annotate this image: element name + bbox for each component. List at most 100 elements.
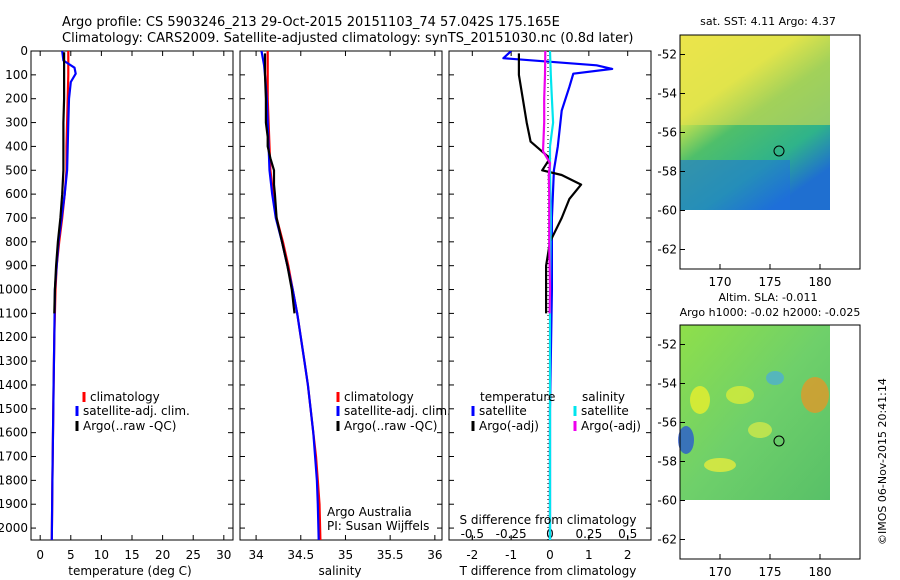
series-line	[502, 51, 614, 540]
x-tick-label: 36	[427, 548, 442, 562]
x-tick-label: 1	[585, 548, 593, 562]
y-tick-label: 1800	[0, 473, 28, 487]
y-tick-label: 400	[5, 139, 28, 153]
figure-title-line2: Climatology: CARS2009. Satellite-adjuste…	[62, 31, 634, 46]
y-tick-label: 2000	[0, 521, 28, 535]
sla-field	[680, 325, 830, 500]
y-tick-label: 100	[5, 68, 28, 82]
imos-credit: ©IMOS 06-Nov-2015 20:41:14	[876, 378, 889, 545]
sla-eddy-high	[704, 458, 736, 472]
legend-header-temperature: temperature	[480, 390, 555, 404]
x-tick-label-s: -0.5	[461, 527, 484, 541]
y-tick-label: 1600	[0, 426, 28, 440]
map-x-tick-label: 170	[709, 275, 732, 289]
sla-eddy-high	[748, 422, 772, 438]
x-tick-label: -2	[466, 548, 478, 562]
legend-label-argo: Argo(..raw -QC)	[344, 419, 437, 433]
y-tick-label: 600	[5, 187, 28, 201]
x-tick-label: 35.5	[377, 548, 404, 562]
x-tick-label: 0	[36, 548, 44, 562]
y-tick-label: 800	[5, 235, 28, 249]
legend-label-satellite: satellite-adj. clim.	[344, 404, 451, 418]
salinity-axes-frame	[239, 50, 443, 541]
map-y-tick-label: -56	[657, 416, 677, 430]
y-tick-label: 700	[5, 211, 28, 225]
map-x-tick-label: 175	[759, 275, 782, 289]
figure-title-line1: Argo profile: CS 5903246_213 29-Oct-2015…	[62, 15, 560, 30]
legend-label-argo: Argo(..raw -QC)	[83, 419, 176, 433]
x-tick-label: 20	[155, 548, 170, 562]
y-tick-label: 500	[5, 163, 28, 177]
map-y-tick-label: -60	[657, 204, 677, 218]
x-tick-label: 30	[216, 548, 231, 562]
map-y-tick-label: -58	[657, 455, 677, 469]
legend-label-sal-satellite: satellite	[581, 404, 629, 418]
sst-warm-region	[680, 35, 830, 125]
difference-panel: -2 -1 0 1 2-0.5 -0.25 0 0.25 0.5 temperature sal…	[448, 50, 652, 578]
legend-label-sal-argo: Argo(-adj)	[581, 419, 641, 433]
y-tick-label: 1900	[0, 497, 28, 511]
map-x-tick-label: 170	[709, 565, 732, 579]
y-tick-label: 1700	[0, 450, 28, 464]
difference-xlabel-top: S difference from climatology	[460, 513, 637, 527]
map-y-tick-label: -54	[657, 377, 677, 391]
x-tick-label: -1	[505, 548, 517, 562]
x-tick-label: 10	[94, 548, 109, 562]
series-line	[50, 51, 77, 540]
y-tick-label: 200	[5, 92, 28, 106]
x-tick-label-s: -0.25	[496, 527, 527, 541]
temperature-legend: climatology satellite-adj. clim. Argo(..…	[75, 390, 190, 433]
y-tick-label: 1200	[0, 330, 28, 344]
x-tick-label: 0	[546, 548, 554, 562]
x-tick-label: 5	[67, 548, 75, 562]
map-y-tick-label: -56	[657, 126, 677, 140]
sst-map-title: sat. SST: 4.11 Argo: 4.37	[700, 15, 836, 28]
sst-profile-marker	[773, 145, 785, 157]
y-tick-label: 1300	[0, 354, 28, 368]
x-tick-label-s: 0.25	[575, 527, 602, 541]
y-tick-label: 300	[5, 116, 28, 130]
map-y-tick-label: -60	[657, 494, 677, 508]
y-tick-label: 1400	[0, 378, 28, 392]
difference-legend: temperature salinity satellite Argo(-adj…	[471, 390, 641, 433]
map-y-tick-label: -52	[657, 48, 677, 62]
map-y-tick-label: -62	[657, 533, 677, 547]
sla-profile-marker	[773, 435, 785, 447]
map-y-tick-label: -54	[657, 87, 677, 101]
series-line	[263, 53, 296, 314]
salinity-annotation-pi: PI: Susan Wijffels	[327, 519, 429, 533]
y-tick-label: 900	[5, 259, 28, 273]
legend-label-climatology: climatology	[344, 390, 414, 404]
x-tick-label: 34	[248, 548, 263, 562]
legend-label-temp-satellite: satellite	[479, 404, 527, 418]
temperature-xlabel: temperature (deg C)	[68, 564, 191, 578]
x-tick-label: 15	[124, 548, 139, 562]
y-tick-label: 1500	[0, 402, 28, 416]
x-tick-label-s: 0.5	[618, 527, 637, 541]
salinity-legend: climatology satellite-adj. clim. Argo(..…	[336, 390, 451, 433]
legend-header-salinity: salinity	[582, 390, 625, 404]
sla-map-subtitle: Argo h1000: -0.02 h2000: -0.025	[680, 306, 861, 319]
series-line	[517, 53, 583, 314]
temperature-axes-frame	[30, 50, 234, 541]
salinity-panel: 34 34.5 35 35.5 36 climatology satellite-adj…	[239, 50, 451, 578]
salinity-annotation-org: Argo Australia	[327, 505, 412, 519]
legend-label-climatology: climatology	[90, 390, 160, 404]
sla-eddy-low	[766, 371, 784, 385]
map-x-tick-label: 180	[809, 565, 832, 579]
y-tick-label: 1000	[0, 283, 28, 297]
map-y-tick-label: -52	[657, 338, 677, 352]
series-line	[541, 51, 552, 314]
x-tick-label: 2	[624, 548, 632, 562]
sla-map: Altim. SLA: -0.011 Argo h1000: -0.02 h20…	[657, 291, 861, 579]
sla-map-title: Altim. SLA: -0.011	[718, 291, 817, 304]
y-tick-label: 0	[20, 44, 28, 58]
difference-xlabel: T difference from climatology	[459, 564, 637, 578]
map-y-tick-label: -62	[657, 243, 677, 257]
map-y-tick-label: -58	[657, 165, 677, 179]
sla-eddy-high	[726, 386, 754, 404]
sla-eddies	[678, 371, 829, 472]
map-x-tick-label: 180	[809, 275, 832, 289]
sla-eddy-low	[678, 426, 694, 454]
